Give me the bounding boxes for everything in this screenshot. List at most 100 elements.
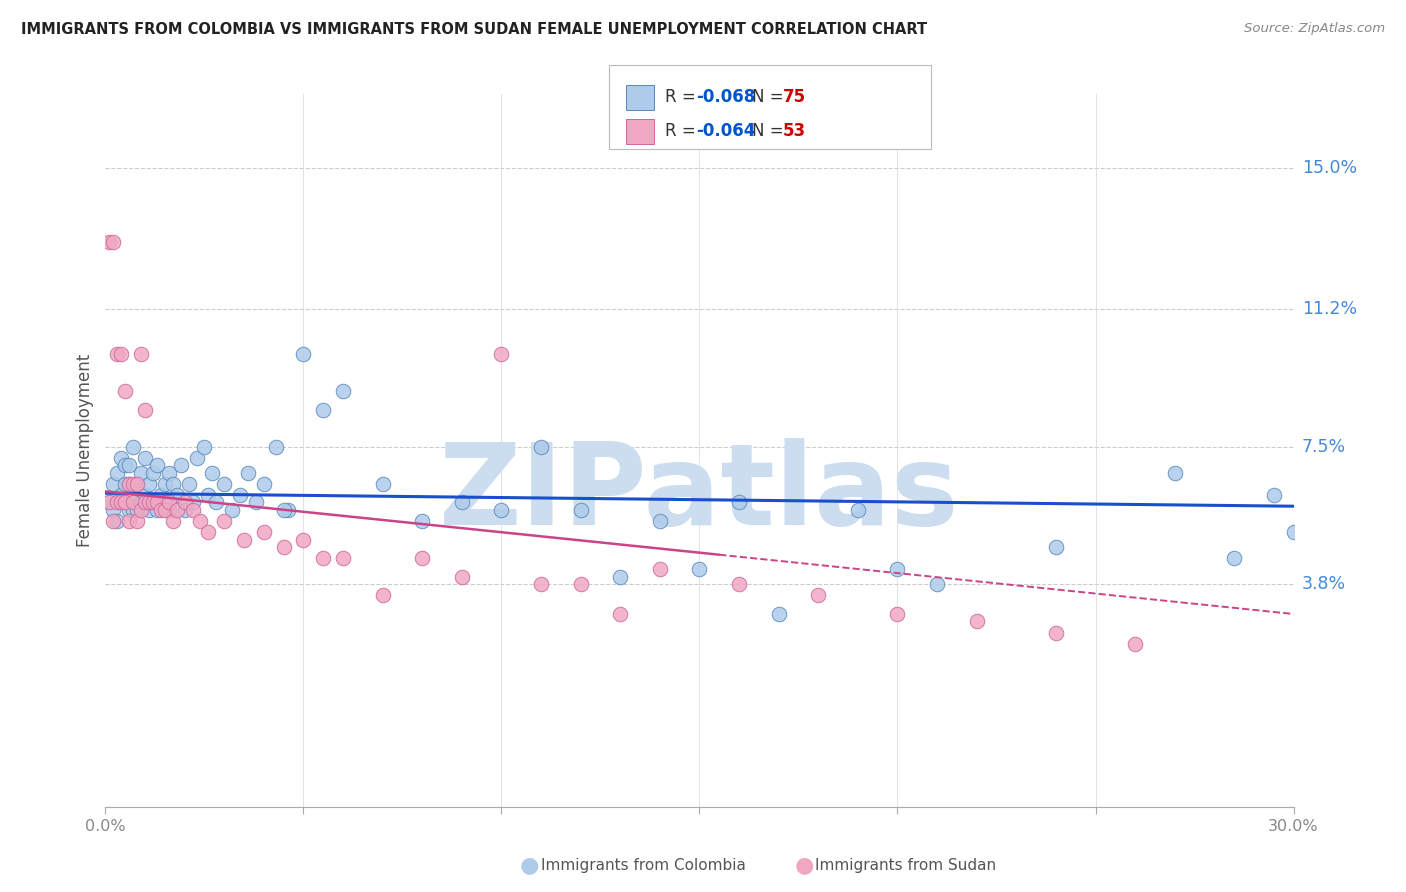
Point <box>332 551 354 566</box>
Point <box>110 488 132 502</box>
Text: -0.064: -0.064 <box>696 122 755 140</box>
Point <box>292 533 315 547</box>
Point <box>149 503 172 517</box>
Point <box>118 503 141 517</box>
Point <box>129 347 152 361</box>
Point <box>122 476 145 491</box>
Point <box>1045 540 1067 554</box>
Point <box>491 503 513 517</box>
Point <box>142 466 165 480</box>
Point <box>450 495 472 509</box>
Point <box>157 466 180 480</box>
Point <box>122 440 145 454</box>
Point <box>103 476 125 491</box>
Text: R =: R = <box>665 122 702 140</box>
Point <box>292 347 315 361</box>
Point <box>214 514 236 528</box>
Point <box>190 514 212 528</box>
Point <box>105 514 128 528</box>
Point <box>530 577 553 591</box>
Text: 11.2%: 11.2% <box>1302 301 1357 318</box>
Point <box>98 495 121 509</box>
Point <box>142 495 165 509</box>
Point <box>122 495 145 509</box>
Point <box>450 570 472 584</box>
Point <box>118 514 141 528</box>
Point <box>689 562 711 576</box>
Text: 3.8%: 3.8% <box>1302 575 1346 593</box>
Point <box>253 476 276 491</box>
Point <box>105 466 128 480</box>
Point <box>1045 625 1067 640</box>
Point <box>569 503 592 517</box>
Point <box>768 607 790 621</box>
Point <box>181 503 204 517</box>
Point <box>157 503 180 517</box>
Point <box>134 450 156 465</box>
Text: 75: 75 <box>783 88 806 106</box>
Point <box>129 503 152 517</box>
Text: ZIPatlas: ZIPatlas <box>439 438 960 549</box>
Point <box>205 495 228 509</box>
Point <box>146 458 169 473</box>
Point <box>371 476 394 491</box>
Point <box>98 235 121 250</box>
Point <box>110 450 132 465</box>
Point <box>1263 488 1285 502</box>
Point <box>114 495 136 509</box>
Point <box>371 589 394 603</box>
Point <box>134 495 156 509</box>
Point <box>411 551 433 566</box>
Text: ●: ● <box>794 855 814 875</box>
Point <box>166 488 188 502</box>
Point <box>264 440 287 454</box>
Point <box>186 450 208 465</box>
Point <box>728 495 751 509</box>
Point <box>1223 551 1246 566</box>
Point <box>530 440 553 454</box>
Point <box>728 577 751 591</box>
Point <box>245 495 267 509</box>
Point <box>122 488 145 502</box>
Point <box>157 495 180 509</box>
Point <box>118 458 141 473</box>
Point <box>105 495 128 509</box>
Point <box>129 466 152 480</box>
Point <box>609 570 631 584</box>
Point <box>118 476 141 491</box>
Text: 15.0%: 15.0% <box>1302 159 1357 177</box>
Point <box>197 488 219 502</box>
Point <box>253 525 276 540</box>
Point <box>277 503 299 517</box>
Text: 53: 53 <box>783 122 806 140</box>
Point <box>103 235 125 250</box>
Point <box>236 466 259 480</box>
Point <box>609 607 631 621</box>
Point <box>105 347 128 361</box>
Point <box>411 514 433 528</box>
Point <box>233 533 256 547</box>
Point <box>181 495 204 509</box>
Point <box>491 347 513 361</box>
Point <box>173 503 195 517</box>
Text: -0.068: -0.068 <box>696 88 755 106</box>
Point <box>807 589 830 603</box>
Point <box>118 476 141 491</box>
Text: Source: ZipAtlas.com: Source: ZipAtlas.com <box>1244 22 1385 36</box>
Point <box>170 458 193 473</box>
Point <box>1282 525 1305 540</box>
Point <box>110 347 132 361</box>
Point <box>201 466 224 480</box>
Text: Immigrants from Sudan: Immigrants from Sudan <box>815 858 997 872</box>
Point <box>925 577 948 591</box>
Point <box>138 476 160 491</box>
Point <box>846 503 869 517</box>
Text: N =: N = <box>752 122 789 140</box>
Point <box>153 476 176 491</box>
Point <box>273 540 295 554</box>
Point <box>149 488 172 502</box>
Point <box>134 402 156 417</box>
Point <box>221 503 243 517</box>
Point <box>173 495 195 509</box>
Point <box>886 607 908 621</box>
